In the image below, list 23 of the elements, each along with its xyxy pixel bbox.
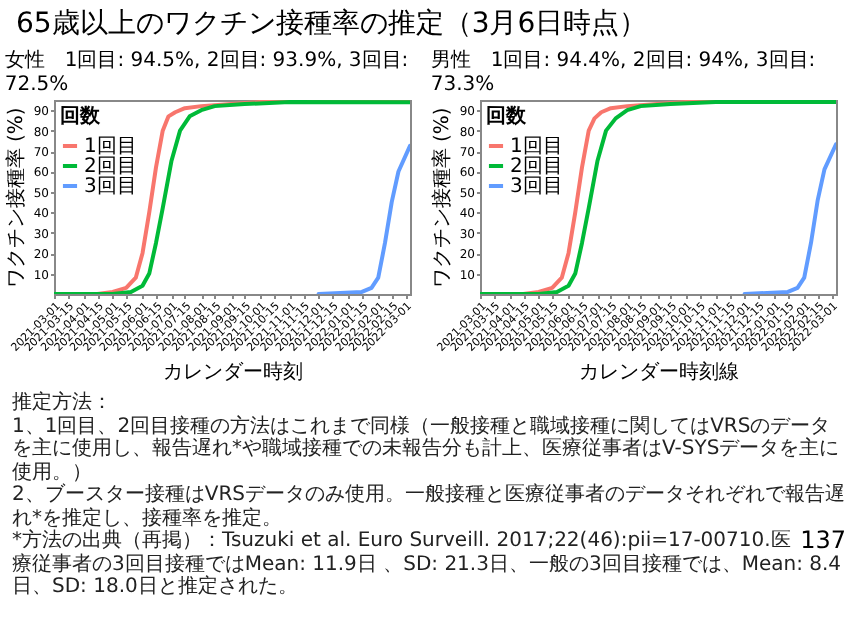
text: 推定方法： <box>12 392 114 415</box>
line-series <box>480 100 836 294</box>
legend-label: 1回目 <box>510 136 563 158</box>
text: 2、ブースター接種はVRSデータのみ使用。一般接種と医療従事者のデータそれぞれで報告遅れ*を推定し、接種率を推定。 <box>12 484 845 529</box>
y-axis-title: ワクチン接種率 (%) <box>3 107 28 289</box>
legend-label: 3回目 <box>84 176 137 198</box>
chart-subtitle: 男性 1回目: 94.4%, 2回目: 94%, 3回目: 73.3% <box>430 48 816 96</box>
text: 137 <box>800 526 846 554</box>
legend-title: 回数 <box>60 104 102 128</box>
line-series <box>742 142 836 294</box>
legend-label: 2回目 <box>84 156 137 178</box>
line-series <box>316 143 410 294</box>
legend-label: 2回目 <box>510 156 563 178</box>
y-axis-title: ワクチン接種率 (%) <box>429 107 454 289</box>
legend-label: 1回目 <box>84 136 137 158</box>
legend-label: 3回目 <box>510 176 563 198</box>
line-series <box>54 100 410 294</box>
text: 1、1回目、2回目接種の方法はこれまで同様（一般接種と職域接種に関してはVRSのデータを主に使用し、報告遅れ*や職域接種での未報告分も計上、医療従事者はV-SYSデータを主に使用。） <box>12 415 842 483</box>
legend-title: 回数 <box>486 104 528 128</box>
chart-title: 65歳以上のワクチン接種率の推定（3月6日時点） <box>14 6 650 44</box>
x-axis-title: カレンダー時刻線 <box>579 359 739 384</box>
x-axis-title: カレンダー時刻 <box>163 359 303 384</box>
chart-subtitle: 女性 1回目: 94.5%, 2回目: 93.9%, 3回目: 72.5% <box>4 48 409 96</box>
